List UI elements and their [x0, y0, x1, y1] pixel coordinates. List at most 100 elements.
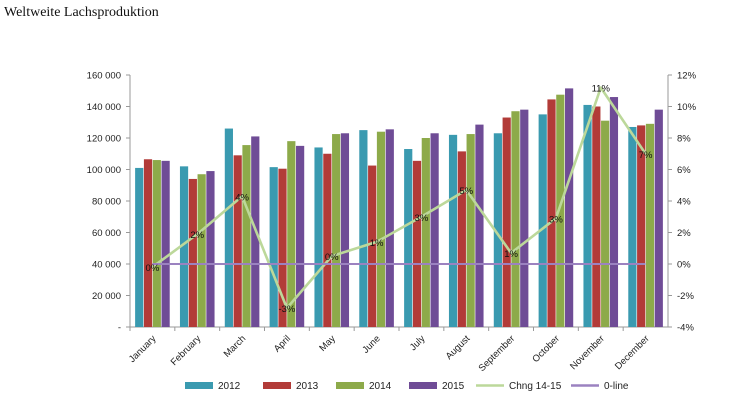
bar-2013-April: [278, 168, 287, 327]
bar-2014-October: [556, 94, 565, 327]
x-tick-label: March: [222, 333, 248, 359]
legend-label: 2015: [442, 381, 465, 392]
bar-2014-February: [197, 174, 206, 327]
data-labels-group: 0% 2% 4% -3% 0% 1% 3% 5% 1% 3% 11% 7%: [146, 84, 653, 316]
x-tick-label: October: [530, 333, 562, 365]
legend-label: 0-line: [604, 381, 629, 392]
bar-2012-April: [269, 167, 278, 327]
change-data-label: 7%: [639, 150, 653, 161]
x-tick-label: February: [169, 333, 204, 368]
bar-2013-March: [233, 155, 242, 327]
bar-2014-May: [332, 134, 341, 327]
left-tick-label: 100 000: [87, 165, 121, 176]
bar-2015-June: [385, 129, 394, 327]
change-data-label: 0%: [325, 252, 339, 263]
change-data-label: 11%: [592, 84, 611, 95]
change-data-label: 1%: [504, 249, 518, 260]
x-tick-label: July: [408, 333, 428, 353]
right-tick-label: -4%: [677, 323, 694, 334]
right-axis: -4% -2% 0% 2% 4% 6% 8% 10% 12%: [668, 71, 697, 334]
change-data-label: 5%: [459, 186, 473, 197]
bar-2014-January: [152, 160, 161, 327]
left-tick-label: 60 000: [92, 228, 121, 239]
bar-2012-July: [404, 149, 413, 327]
left-tick-label: 20 000: [92, 291, 121, 302]
x-tick-label: June: [360, 333, 382, 355]
right-tick-label: 6%: [677, 165, 691, 176]
change-data-label: 1%: [370, 238, 384, 249]
legend-label: Chng 14-15: [509, 381, 562, 392]
bar-2012-December: [628, 126, 637, 327]
x-tick-label: September: [477, 333, 518, 374]
left-axis: - 20 000 40 000 60 000 80 000 100 000 120 000 1…: [87, 71, 130, 334]
x-tick-label: April: [272, 333, 293, 354]
left-tick-label: 80 000: [92, 197, 121, 208]
bar-2013-February: [188, 178, 197, 327]
bar-2012-September: [493, 133, 502, 327]
right-tick-label: 8%: [677, 134, 691, 145]
bar-2015-October: [565, 88, 574, 327]
bar-2013-November: [592, 106, 601, 327]
bar-2012-January: [135, 167, 144, 327]
bar-2013-October: [547, 99, 556, 327]
change-data-label: 2%: [190, 230, 204, 241]
page-title: Weltweite Lachsproduktion: [4, 5, 159, 20]
right-tick-label: 2%: [677, 228, 691, 239]
bar-2015-November: [609, 97, 619, 327]
bar-2013-January: [143, 159, 153, 327]
bar-2015-May: [340, 133, 350, 327]
bar-2012-November: [583, 104, 592, 327]
bar-2015-April: [296, 145, 305, 327]
left-tick-label: 160 000: [87, 71, 121, 82]
right-tick-label: 4%: [677, 197, 691, 208]
bars-group: [135, 88, 663, 328]
legend: 2012 2013 2014 2015 Chng 14-15 0-line: [185, 381, 629, 392]
x-axis: January February March April May June July Augu…: [127, 327, 652, 374]
x-tick-label: December: [613, 333, 652, 372]
legend-swatch: [185, 382, 213, 389]
bar-2015-December: [654, 109, 663, 328]
bar-2013-August: [457, 151, 466, 327]
change-data-label: -3%: [278, 304, 295, 315]
bar-2013-June: [368, 165, 377, 327]
lines-group: [151, 86, 647, 310]
bar-2014-December: [645, 123, 655, 327]
x-tick-label: May: [317, 333, 338, 354]
legend-swatch: [409, 382, 437, 389]
left-tick-label: 140 000: [87, 102, 121, 113]
legend-swatch: [336, 382, 364, 389]
change-data-label: 3%: [415, 213, 429, 224]
bar-2012-October: [538, 114, 547, 327]
x-tick-label: November: [568, 333, 607, 372]
bar-2013-July: [412, 160, 422, 327]
legend-label: 2013: [296, 381, 319, 392]
left-tick-label: -: [118, 323, 121, 334]
bar-2013-September: [502, 117, 511, 328]
bar-2015-August: [475, 124, 484, 327]
change-data-label: 3%: [549, 214, 563, 225]
bar-2015-February: [206, 171, 215, 327]
line-series-Chng-14-15: [151, 86, 647, 310]
bar-2013-May: [323, 153, 332, 327]
right-tick-label: -2%: [677, 291, 694, 302]
right-tick-label: 10%: [677, 102, 697, 113]
bar-2012-February: [179, 166, 189, 327]
change-data-label: 0%: [146, 263, 160, 274]
bar-2014-June: [376, 131, 386, 327]
bar-2014-July: [421, 138, 430, 327]
bar-2014-November: [601, 120, 610, 327]
right-tick-label: 12%: [677, 71, 697, 82]
right-tick-label: 0%: [677, 260, 691, 271]
left-tick-label: 40 000: [92, 260, 121, 271]
bar-2014-August: [466, 134, 475, 327]
bar-2012-June: [359, 130, 368, 327]
legend-label: 2014: [369, 381, 392, 392]
bar-2015-January: [161, 160, 170, 327]
bar-2013-December: [637, 125, 646, 328]
x-tick-label: January: [127, 333, 159, 365]
bar-2012-August: [448, 134, 458, 327]
bar-2014-March: [242, 145, 251, 327]
bar-2014-September: [511, 111, 520, 327]
bar-2015-September: [520, 109, 529, 328]
